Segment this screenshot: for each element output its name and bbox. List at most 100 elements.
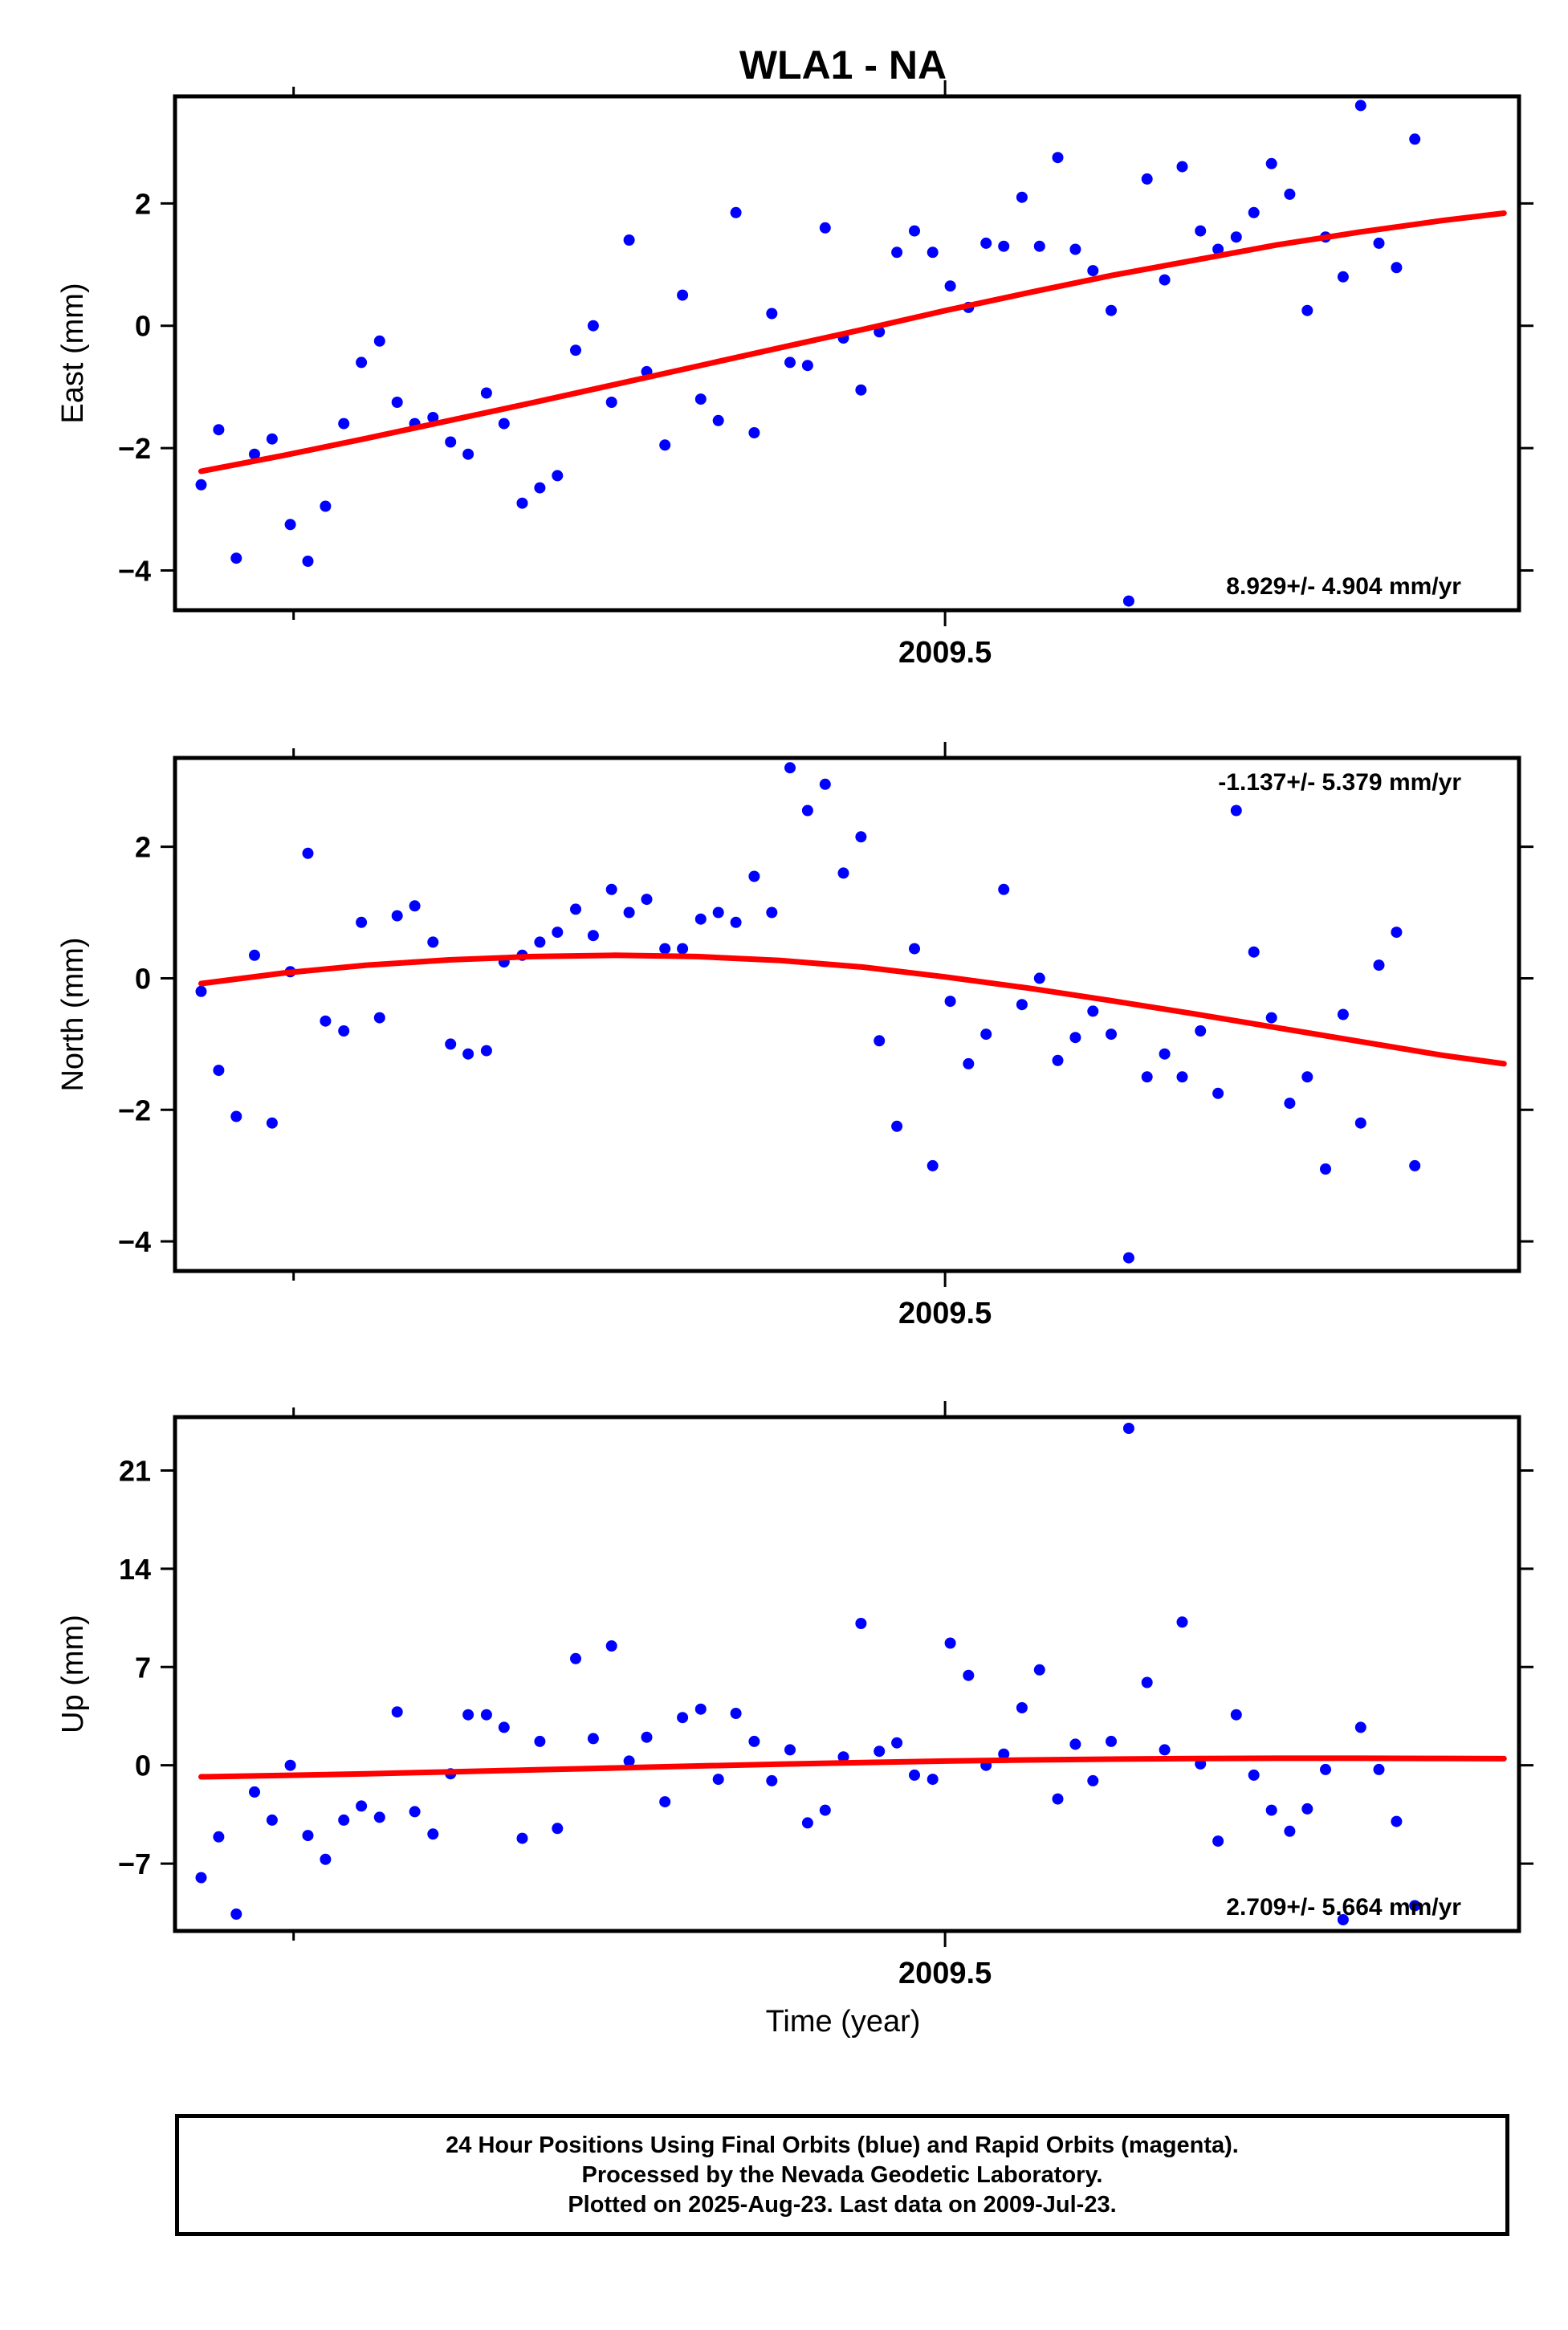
east-data-point [1069, 243, 1081, 255]
north-data-point [998, 883, 1010, 895]
east-data-point [498, 418, 510, 430]
north-data-point [373, 1012, 385, 1024]
up-data-point [284, 1759, 296, 1771]
north-plot-frame [173, 756, 1521, 1273]
up-data-point [462, 1709, 474, 1721]
north-data-point [1212, 1087, 1224, 1099]
north-data-point [944, 996, 956, 1008]
up-data-point [605, 1640, 617, 1652]
north-data-point [659, 943, 671, 955]
up-data-point [1159, 1744, 1171, 1756]
east-data-point [891, 246, 903, 259]
north-y-tick-label: −2 [118, 1094, 151, 1126]
north-data-point [1320, 1163, 1331, 1175]
up-data-point [1106, 1735, 1117, 1747]
up-data-point [1141, 1676, 1153, 1688]
east-data-point [480, 387, 492, 399]
north-data-point [1106, 1029, 1117, 1041]
up-trend-line [198, 1755, 1507, 1780]
east-data-point [230, 552, 242, 564]
up-data-point [230, 1908, 242, 1920]
north-data-point [356, 916, 368, 928]
chart-title: WLA1 - NA [739, 43, 947, 88]
up-data-point [837, 1751, 849, 1763]
up-data-point [694, 1703, 707, 1715]
north-data-point [605, 883, 617, 895]
east-data-point [570, 344, 581, 356]
up-data-point [552, 1823, 564, 1835]
north-x-tick-label: 2009.5 [898, 1297, 992, 1330]
east-y-tick-label: −2 [118, 432, 151, 465]
up-data-point [302, 1830, 314, 1842]
east-data-point [1284, 188, 1296, 200]
north-data-point [1176, 1071, 1188, 1083]
east-data-point [677, 289, 689, 301]
up-data-point [1069, 1738, 1081, 1750]
up-data-point [391, 1706, 403, 1718]
north-data-point [213, 1065, 225, 1077]
north-y-tick-label: 2 [135, 831, 151, 864]
up-data-point [963, 1669, 975, 1681]
east-data-point [1230, 231, 1242, 243]
north-data-point [712, 906, 724, 919]
east-data-point [694, 393, 707, 405]
east-data-point [373, 335, 385, 347]
up-data-point [480, 1709, 492, 1721]
x-axis-label: Time (year) [766, 2005, 921, 2039]
processing-note-line-2: Processed by the Nevada Geodetic Laborat… [581, 2161, 1103, 2188]
up-data-point [409, 1806, 421, 1818]
east-data-point [1391, 262, 1403, 274]
panel-north: −4 −2 0 2 2009.5 North (mm) -1.137+/- 5.379 mm… [56, 742, 1533, 1330]
up-y-tick-label: 14 [119, 1553, 151, 1586]
up-data-point [927, 1774, 939, 1786]
panel-up: −7 0 7 14 21 2009.5 Up (mm) 2.709+/- 5.664 mm/y… [56, 1401, 1533, 1990]
north-data-point [1354, 1117, 1366, 1129]
east-data-point [284, 519, 296, 531]
up-data-point [1248, 1769, 1260, 1781]
north-data-point [1409, 1159, 1421, 1171]
north-data-point [891, 1120, 903, 1132]
up-data-point [1052, 1793, 1064, 1805]
east-data-point [1176, 161, 1188, 173]
east-data-point [213, 424, 225, 436]
up-data-point [712, 1774, 724, 1786]
north-data-point [391, 910, 403, 922]
north-data-point [641, 894, 653, 906]
east-data-point [1265, 157, 1277, 169]
east-data-point [587, 320, 599, 332]
north-data-point [1122, 1252, 1134, 1264]
up-data-point [1176, 1616, 1188, 1628]
east-trend-line [198, 210, 1507, 475]
east-data-point [730, 206, 742, 218]
up-data-point [427, 1828, 439, 1840]
east-data-point [1141, 173, 1153, 185]
east-y-axis-label: East (mm) [56, 283, 90, 423]
north-trend-line [198, 952, 1507, 1067]
north-y-tick-label: −4 [118, 1225, 151, 1258]
up-data-point [1391, 1815, 1403, 1827]
north-data-point [677, 943, 689, 955]
north-data-point [552, 927, 564, 939]
up-data-point [730, 1708, 742, 1719]
east-data-point [356, 356, 368, 369]
north-data-point [587, 930, 599, 942]
up-data-point [266, 1814, 278, 1826]
up-data-point [1337, 1914, 1349, 1925]
north-data-point [819, 778, 831, 790]
up-data-point [249, 1786, 260, 1798]
up-data-point [534, 1735, 546, 1747]
north-data-point [1265, 1012, 1277, 1024]
east-data-point [766, 308, 778, 320]
up-data-point [874, 1745, 886, 1758]
up-data-point [819, 1804, 831, 1816]
processing-note-line-3: Plotted on 2025-Aug-23. Last data on 200… [568, 2191, 1117, 2218]
north-data-point [837, 867, 849, 879]
east-data-point [1033, 240, 1045, 252]
east-data-point [855, 384, 867, 396]
north-data-point [1301, 1071, 1313, 1083]
east-y-tick-label: 2 [135, 187, 151, 220]
east-y-tick-label: −4 [118, 554, 151, 587]
up-data-point [1212, 1835, 1224, 1847]
up-data-point [1284, 1825, 1296, 1837]
east-data-point [462, 448, 474, 460]
